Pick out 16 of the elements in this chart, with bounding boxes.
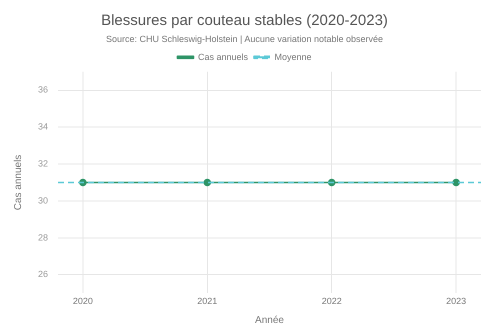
y-tick-label: 34 <box>38 122 48 132</box>
y-tick-label: 32 <box>38 158 48 169</box>
legend-label: Moyenne <box>274 52 312 62</box>
legend-label: Cas annuels <box>198 52 249 62</box>
x-axis-title: Année <box>255 314 284 326</box>
y-tick-label: 36 <box>38 84 48 95</box>
x-tick-label: 2021 <box>197 296 218 306</box>
y-axis-title: Cas annuels <box>12 154 24 210</box>
chart-subtitle: Source: CHU Schleswig-Holstein | Aucune variation notable observée <box>106 34 383 44</box>
x-tick-label: 2023 <box>446 296 466 306</box>
y-tick-label: 26 <box>38 269 48 280</box>
x-tick-label: 2022 <box>322 296 342 306</box>
chart-title: Blessures par couteau stables (2020-2023) <box>101 12 388 30</box>
y-tick-label: 30 <box>38 195 48 206</box>
x-tick-label: 2020 <box>72 296 93 306</box>
y-tick-label: 28 <box>38 232 48 242</box>
